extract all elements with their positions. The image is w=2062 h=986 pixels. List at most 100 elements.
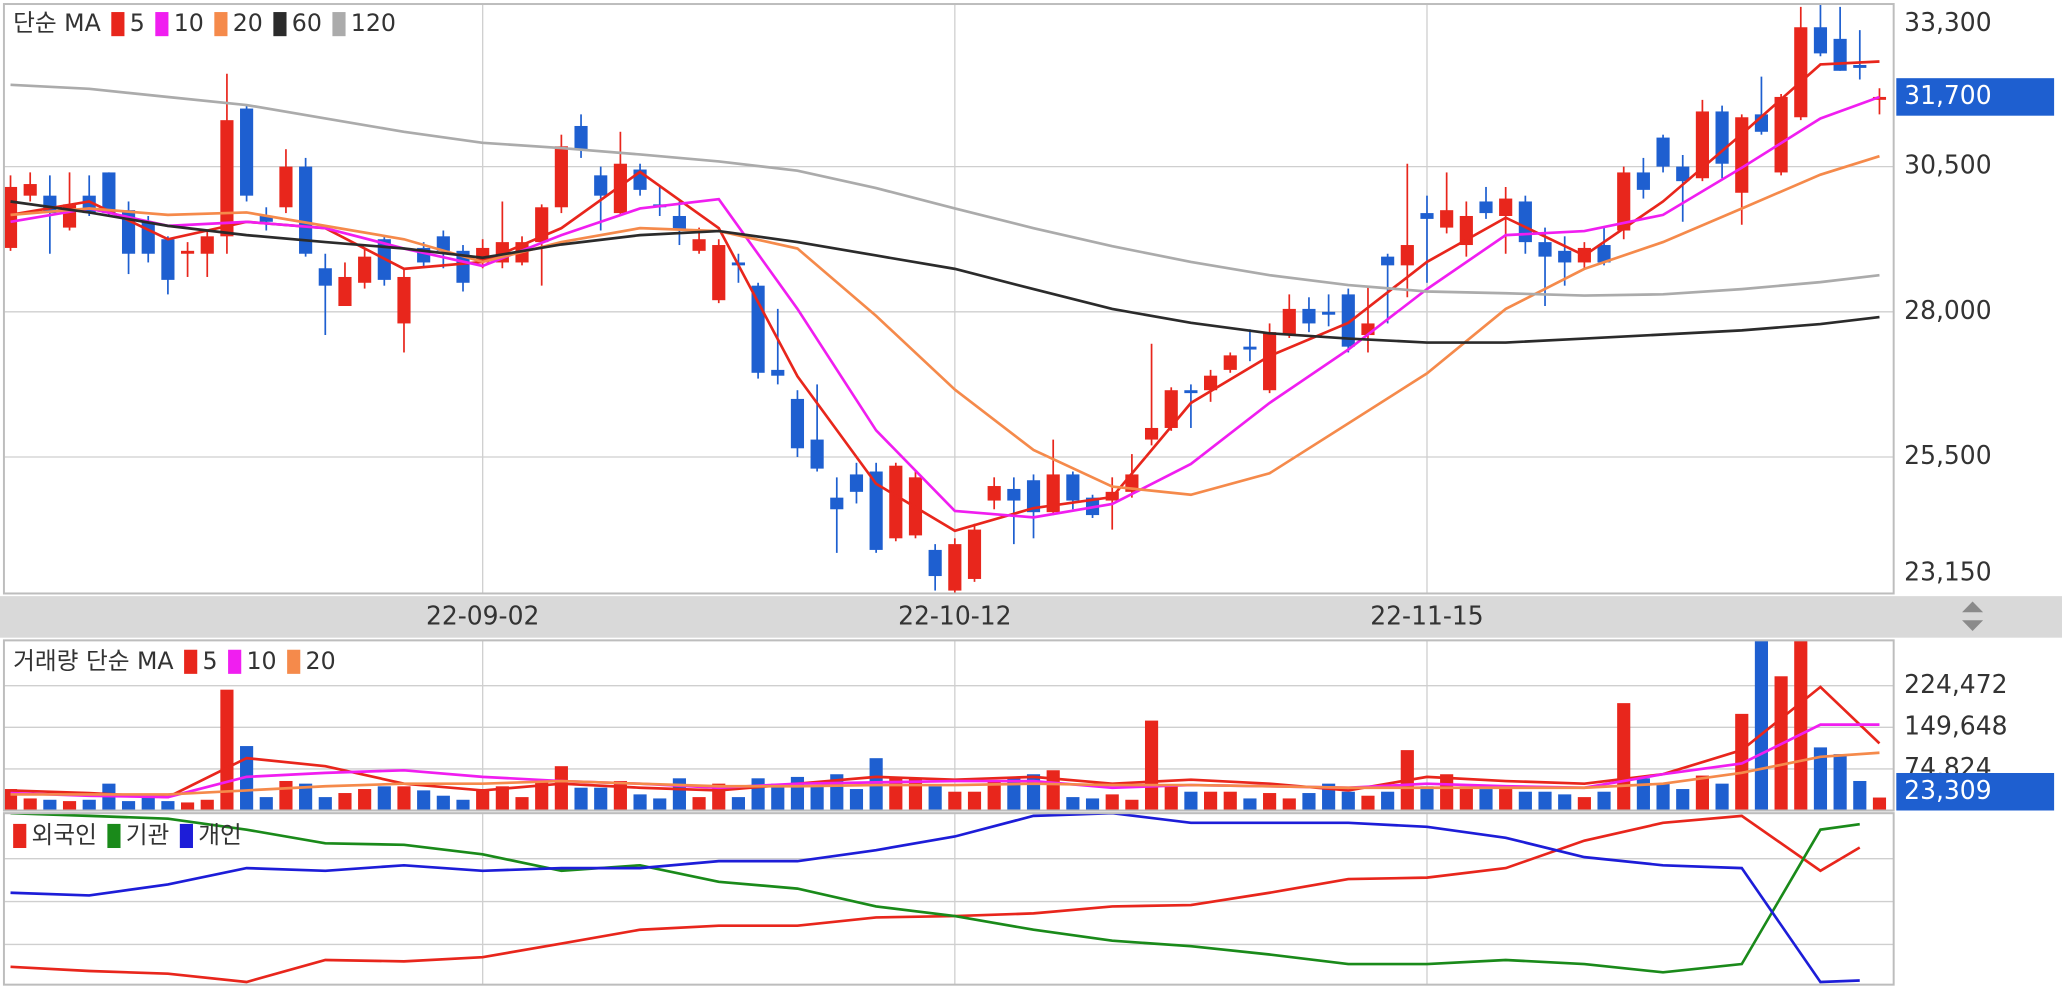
candle-body: [1322, 311, 1336, 315]
volume-bar: [1794, 640, 1808, 811]
volume-bar: [1813, 747, 1828, 811]
volume-bar: [121, 801, 136, 811]
volume-bar: [771, 783, 785, 811]
legend-title: 단순 MA: [13, 9, 101, 37]
candle-body: [1676, 166, 1690, 182]
volume-bar: [82, 799, 96, 811]
legend-label: 20: [233, 9, 263, 37]
candle-body: [692, 239, 706, 251]
volume-bar: [1479, 789, 1493, 811]
volume-bar: [1085, 798, 1100, 811]
volume-bar: [613, 780, 627, 811]
volume-bar: [1184, 791, 1198, 811]
legend-label: 개인: [198, 821, 242, 849]
volume-bar: [476, 789, 490, 811]
y-tick-label: 224,472: [1904, 670, 2007, 699]
volume-bar: [181, 802, 195, 811]
volume-bar: [259, 797, 273, 811]
legend-label: 외국인: [32, 821, 97, 849]
volume-bar: [535, 780, 549, 811]
volume-bar: [633, 794, 647, 811]
legend-swatch: [13, 823, 27, 849]
volume-panel-border: [2, 639, 1895, 812]
volume-bar: [1440, 774, 1454, 811]
volume-bar: [908, 778, 923, 811]
volume-bar: [1282, 798, 1296, 811]
candle-body: [476, 247, 490, 263]
volume-bar: [1518, 791, 1532, 811]
volume-bar: [692, 797, 706, 811]
legend-label: 5: [203, 647, 218, 675]
candle-body: [771, 369, 785, 376]
y-tick-label: 30,500: [1904, 150, 1991, 179]
candle-body: [672, 215, 686, 231]
volume-bar: [1636, 778, 1650, 811]
volume-bar: [1263, 793, 1277, 811]
volume-bar: [377, 786, 391, 811]
candle-body: [358, 256, 372, 283]
candle-body: [1617, 172, 1631, 231]
candle-body: [1263, 332, 1277, 391]
ma-line: [10, 95, 1880, 519]
candle-body: [535, 207, 549, 243]
candle-body: [456, 250, 470, 283]
volume-bar: [1754, 640, 1769, 811]
volume-ma-line: [10, 685, 1881, 799]
candle-body: [338, 276, 352, 307]
volume-bar: [436, 795, 450, 811]
volume-bar: [731, 797, 746, 811]
candle-body: [1361, 323, 1375, 336]
candle-body: [1479, 201, 1493, 214]
candle-body: [613, 163, 627, 214]
volume-bar: [810, 786, 824, 811]
candle-body: [1597, 245, 1611, 263]
volume-bar: [1322, 783, 1336, 811]
candle-body: [181, 250, 195, 254]
volume-bar: [1105, 794, 1119, 811]
candle-body: [1400, 245, 1414, 266]
volume-bar: [1499, 789, 1513, 811]
candle-body: [436, 236, 450, 251]
legend-label: 5: [130, 9, 145, 37]
candle-body: [1813, 27, 1828, 54]
candle-body: [318, 268, 332, 286]
candle-body: [279, 166, 293, 208]
volume-bar: [1577, 797, 1591, 811]
volume-bar: [1617, 703, 1631, 811]
volume-bar: [1538, 791, 1552, 811]
candle-body: [810, 439, 824, 469]
x-tick-label: 22-09-02: [426, 601, 539, 630]
volume-bar: [1597, 791, 1611, 811]
volume-bar: [23, 798, 37, 811]
volume-bar: [62, 801, 77, 811]
volume-bar: [574, 787, 588, 811]
candle-body: [1853, 64, 1867, 68]
resize-handle[interactable]: [1962, 601, 1984, 631]
arrow-down: [1962, 620, 1984, 631]
candle-body: [1420, 213, 1434, 219]
volume-bar: [1420, 786, 1434, 811]
candle-body: [790, 398, 805, 449]
candle-body: [397, 276, 411, 324]
candle-body: [554, 146, 568, 208]
volume-bar: [1341, 791, 1355, 811]
candle-body: [1223, 355, 1237, 370]
volume-bar: [672, 778, 686, 811]
candle-body: [1636, 172, 1650, 190]
candle-body: [299, 166, 313, 254]
candle-body: [1656, 137, 1670, 167]
legend-label: 120: [351, 9, 396, 37]
legend-swatch: [273, 12, 287, 37]
legend-label: 10: [174, 9, 204, 37]
volume-bar: [1872, 797, 1887, 811]
volume-bar: [1715, 783, 1729, 811]
candle-body: [1794, 27, 1808, 118]
candle-body: [869, 471, 883, 550]
candle-body: [1302, 308, 1316, 324]
volume-bar: [1676, 789, 1690, 811]
candle-body: [1026, 480, 1041, 513]
candle-body: [1184, 390, 1198, 394]
volume-bar: [1459, 786, 1473, 811]
volume-bar: [790, 776, 805, 811]
volume-bar: [397, 786, 411, 811]
